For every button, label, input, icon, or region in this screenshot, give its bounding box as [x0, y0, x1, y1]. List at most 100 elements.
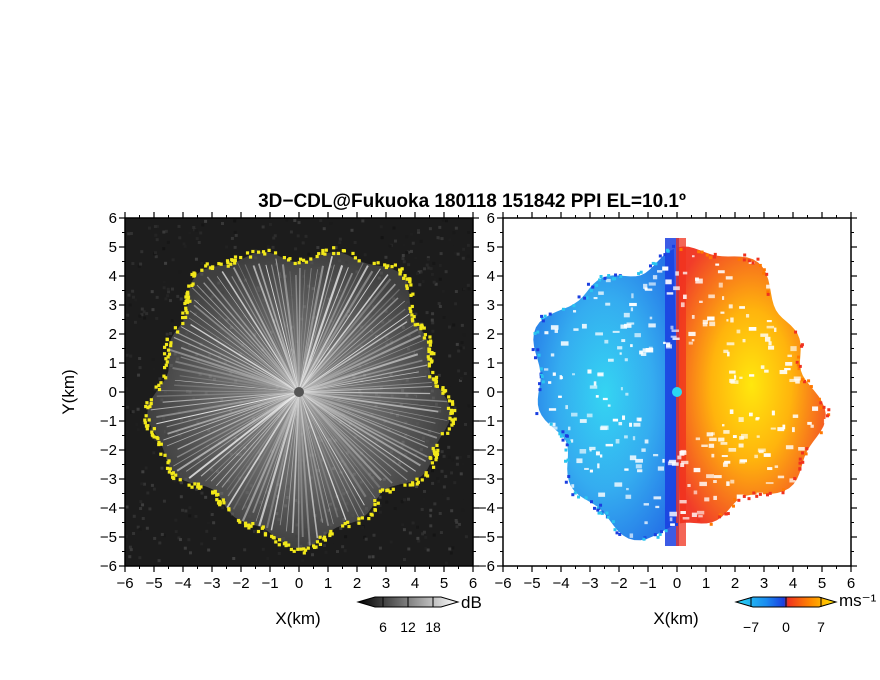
noise-pixel: [409, 480, 413, 484]
edge-echo-pixel: [187, 483, 191, 487]
noise-pixel: [450, 509, 454, 513]
edge-echo-pixel: [450, 400, 455, 404]
noise-pixel: [141, 516, 145, 520]
reflectivity-ray: [174, 384, 300, 393]
noise-pixel: [266, 245, 270, 249]
edge-echo-pixel: [403, 483, 407, 487]
noise-pixel: [416, 229, 420, 233]
missing-data-pixel: [729, 370, 736, 374]
missing-data-pixel: [787, 354, 792, 358]
edge-echo-pixel: [173, 326, 178, 330]
missing-data-pixel: [579, 449, 587, 454]
missing-data-pixel: [624, 435, 628, 439]
edge-echo-pixel: [376, 261, 380, 265]
edge-velocity-pixel: [800, 451, 804, 455]
edge-echo-pixel: [400, 267, 404, 271]
missing-data-pixel: [754, 454, 758, 459]
noise-pixel: [137, 373, 141, 377]
edge-echo-pixel: [159, 381, 163, 385]
noise-pixel: [155, 316, 159, 320]
noise-pixel: [162, 230, 166, 234]
noise-pixel: [155, 295, 159, 299]
noise-pixel: [131, 262, 135, 266]
noise-pixel: [159, 233, 163, 237]
noise-pixel: [454, 251, 458, 255]
noise-pixel: [179, 495, 183, 499]
edge-echo-pixel: [342, 249, 347, 253]
noise-pixel: [371, 555, 375, 559]
reflectivity-ray: [162, 391, 300, 403]
missing-data-pixel: [629, 533, 634, 538]
edge-velocity-pixel: [726, 512, 730, 516]
edge-echo-pixel: [453, 408, 457, 413]
edge-echo-pixel: [419, 327, 423, 331]
edge-echo-pixel: [427, 349, 431, 354]
noise-pixel: [160, 466, 164, 470]
edge-echo-pixel: [176, 330, 180, 334]
edge-echo-pixel: [236, 518, 241, 523]
noise-pixel: [322, 544, 326, 548]
edge-velocity-pixel: [559, 434, 563, 438]
reflectivity-ray: [291, 391, 300, 534]
missing-data-pixel: [675, 271, 679, 276]
noise-pixel: [230, 236, 234, 240]
y-tick-label: 3: [487, 297, 495, 314]
reflectivity-ray: [298, 321, 408, 393]
missing-data-pixel: [598, 291, 604, 295]
missing-data-pixel: [548, 408, 557, 411]
noise-pixel: [129, 548, 133, 552]
noise-pixel: [213, 537, 217, 541]
noise-pixel: [431, 321, 435, 325]
noise-pixel: [138, 527, 142, 531]
noise-pixel: [170, 319, 174, 323]
edge-velocity-pixel: [538, 382, 542, 386]
noise-pixel: [148, 507, 152, 511]
missing-data-pixel: [785, 361, 793, 366]
reflectivity-ray: [231, 276, 300, 393]
noise-pixel: [361, 219, 365, 223]
noise-pixel: [467, 230, 471, 234]
reflectivity-ray: [244, 264, 300, 393]
edge-echo-pixel: [321, 251, 325, 255]
reflectivity-ray: [298, 278, 392, 393]
noise-pixel: [380, 236, 384, 240]
edge-velocity-pixel: [809, 385, 813, 389]
missing-data-pixel: [669, 511, 677, 517]
noise-pixel: [361, 525, 365, 529]
edge-echo-pixel: [222, 501, 226, 505]
reflectivity-ray: [298, 391, 393, 484]
missing-data-pixel: [766, 325, 775, 329]
edge-echo-pixel: [412, 315, 416, 319]
noise-pixel: [424, 535, 428, 539]
missing-data-pixel: [554, 328, 558, 333]
edge-echo-pixel: [424, 471, 428, 475]
edge-echo-pixel: [184, 306, 188, 310]
y-tick-label: −5: [478, 529, 495, 546]
missing-data-pixel: [632, 436, 636, 441]
edge-echo-pixel: [315, 254, 319, 259]
reflectivity-ray: [298, 274, 389, 393]
edge-echo-pixel: [428, 357, 433, 361]
noise-pixel: [408, 531, 412, 535]
noise-pixel: [232, 557, 236, 561]
noise-pixel: [464, 535, 468, 539]
missing-data-pixel: [709, 321, 716, 327]
edge-echo-pixel: [162, 365, 167, 370]
reflectivity-ray: [285, 391, 300, 532]
noise-pixel: [401, 254, 405, 258]
reflectivity-ray: [298, 391, 349, 512]
edge-echo-pixel: [170, 472, 174, 476]
noise-pixel: [233, 245, 237, 249]
noise-pixel: [329, 221, 333, 225]
missing-data-pixel: [718, 437, 725, 442]
noise-pixel: [448, 238, 452, 242]
edge-echo-pixel: [431, 377, 436, 381]
noise-pixel: [129, 354, 133, 358]
reflectivity-ray: [298, 270, 374, 393]
reflectivity-ray: [298, 391, 324, 523]
y-tick-label: −2: [478, 442, 495, 459]
missing-data-pixel: [777, 427, 785, 432]
edge-echo-pixel: [165, 337, 169, 341]
edge-echo-pixel: [450, 423, 454, 427]
noise-pixel: [221, 506, 225, 510]
